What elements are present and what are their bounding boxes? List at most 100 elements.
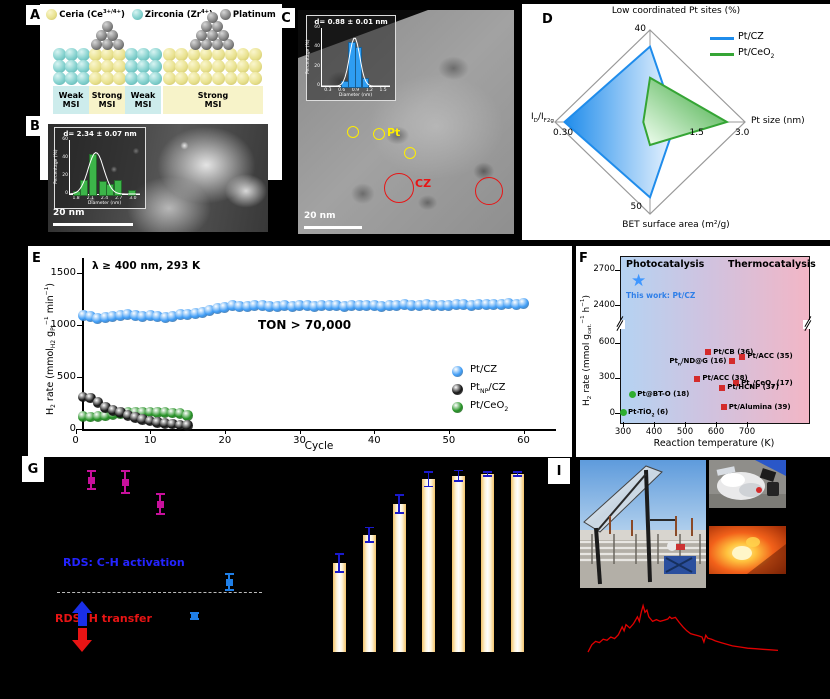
radar-axis-right-tick-mid: 1.5 — [689, 128, 704, 138]
data-point — [137, 407, 148, 418]
e-y-tick-label: 1500 — [50, 267, 76, 278]
atom-sphere — [195, 30, 207, 41]
data-point — [420, 298, 432, 310]
e-x-tick-label: 40 — [367, 435, 381, 446]
data-point — [77, 411, 89, 422]
data-point — [406, 299, 418, 311]
reactor-photo-svg — [709, 460, 786, 508]
h-error-bar — [338, 554, 340, 572]
g-up-arrow-head — [72, 601, 92, 613]
data-point — [353, 299, 365, 311]
data-point — [503, 298, 515, 310]
atom-sphere — [212, 39, 223, 50]
data-point — [204, 304, 216, 316]
panel-c-annotations: Pt CZ — [298, 10, 514, 234]
data-point — [122, 410, 134, 421]
f-star-label: This work: Pt/CZ — [626, 290, 696, 300]
data-point — [226, 300, 238, 312]
histogram-x-tick: 2.1 — [86, 196, 94, 201]
gaussian-fit-curve — [68, 152, 140, 195]
data-point — [264, 300, 276, 312]
f-region-thermocatalysis: Thermocatalysis — [728, 259, 816, 270]
atom-sphere — [96, 30, 107, 41]
data-point — [443, 299, 455, 311]
legend-item-label: Ceria (Ce3+/4+) — [59, 9, 125, 20]
thermal-photo-svg — [709, 526, 786, 574]
g-data-point — [87, 476, 95, 484]
f-x-tick-mark — [623, 422, 625, 427]
atom-sphere — [175, 60, 188, 73]
e-y-tick-label: 0 — [69, 423, 76, 434]
h-error-cap — [424, 485, 433, 488]
pt-circle-marker — [347, 126, 359, 138]
f-point-square — [739, 353, 746, 360]
data-point — [92, 411, 104, 422]
f-y-tick-label: 300 — [598, 372, 615, 383]
atom-sphere — [163, 72, 176, 85]
data-point — [114, 309, 126, 321]
panel-c-scalebar-text: 20 nm — [304, 211, 336, 221]
e-x-tick-mark — [374, 429, 376, 434]
h-bar — [452, 475, 465, 652]
data-point — [174, 419, 186, 431]
g-error-cap — [224, 589, 234, 591]
panel-b-tem-image: d= 2.34 ± 0.07 nm Percentage (%) 0 20 40 60 1.… — [48, 124, 268, 232]
data-point — [152, 417, 163, 428]
panel-g-label: G — [22, 456, 44, 482]
g-error-bar — [228, 574, 230, 590]
data-point — [100, 410, 111, 422]
platinum-sphere-icon — [219, 9, 231, 20]
f-x-tick-label: 300 — [614, 427, 632, 437]
h-bar — [422, 479, 435, 652]
data-point — [144, 415, 156, 427]
data-point — [107, 405, 119, 416]
e-x-tick-label: 10 — [143, 435, 157, 446]
atom-sphere — [101, 60, 114, 73]
panel-e-x-axis-title: Cycle — [304, 440, 334, 452]
radar-axis-bottom-tick: 50 — [630, 202, 642, 212]
panel-d: D Low coordinated Pt sites (%) 40 Pt size … — [522, 4, 830, 240]
f-point-label: Pt/HCNP (37) — [727, 383, 779, 392]
data-point — [249, 300, 261, 312]
histogram-x-tick: 1.2 — [365, 88, 373, 93]
f-y-tick-mark — [615, 377, 620, 380]
atom-sphere — [212, 60, 225, 73]
data-point — [480, 298, 492, 310]
atom-sphere — [149, 60, 162, 73]
zirconia-sphere-icon — [131, 9, 143, 20]
f-y-tick-mark — [615, 342, 620, 345]
histogram-x-tick: 1.5 — [379, 88, 387, 93]
f-point-label: Pt/ACC (35) — [747, 352, 793, 361]
g-error-cap — [155, 513, 165, 515]
atom-sphere — [175, 72, 188, 85]
panel-a-structure: Weak MSI Strong MSI Weak MSI Strong MSI — [40, 4, 282, 180]
atom-sphere — [89, 60, 102, 73]
data-point — [92, 397, 104, 408]
atom-sphere — [175, 48, 188, 61]
atom-sphere — [77, 72, 90, 85]
atom-sphere — [137, 48, 150, 61]
data-point — [137, 414, 148, 425]
histogram-x-axis-title: Diameter (nm) — [338, 93, 373, 98]
g-down-arrow-head — [72, 640, 92, 652]
data-point — [77, 310, 89, 322]
atom-sphere — [212, 72, 225, 85]
g-error-cap — [224, 573, 234, 575]
g-error-bar — [193, 613, 195, 619]
g-data-point — [225, 578, 233, 586]
h-error-bar — [398, 495, 400, 514]
g-up-arrow-shaft — [78, 612, 87, 626]
data-point — [174, 408, 186, 419]
histogram-title: d= 0.88 ± 0.01 nm — [314, 18, 388, 26]
cz-circle-marker — [384, 173, 414, 203]
atom-sphere — [53, 60, 66, 73]
atom-sphere — [125, 72, 138, 85]
histogram-title: d= 2.34 ± 0.07 nm — [63, 130, 137, 138]
pt-circle-marker — [373, 128, 385, 140]
atom-sphere — [113, 48, 126, 61]
e-x-tick-mark — [448, 429, 451, 434]
f-x-tick-mark — [716, 422, 718, 427]
e-x-tick-mark — [150, 429, 152, 434]
legend-item-platinum: Platinum — [219, 9, 276, 20]
histogram-y-tick: 60 — [314, 25, 320, 30]
